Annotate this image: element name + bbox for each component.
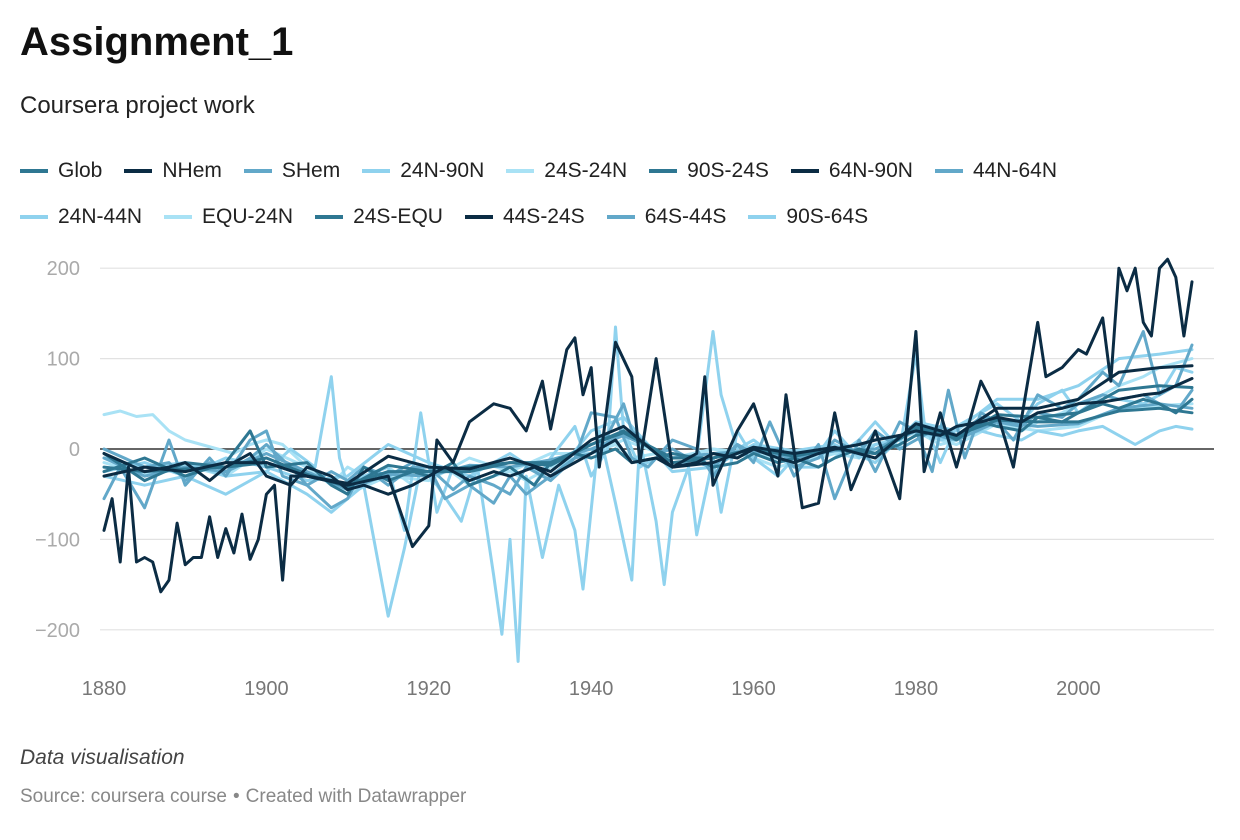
legend-item-glob: Glob xyxy=(20,159,102,183)
legend-label: EQU-24N xyxy=(202,205,294,228)
legend-label: NHem xyxy=(162,159,222,182)
legend-item-64s-44s: 64S-44S xyxy=(606,205,727,229)
line-chart: 200 100 0 −100 −200 1880 1900 1920 1940 1960 1980… xyxy=(35,257,1214,700)
legend-item-64n-90n: 64N-90N xyxy=(790,159,913,183)
legend-swatch xyxy=(934,169,963,173)
x-tick-label: 1980 xyxy=(894,678,939,700)
y-tick-label: 0 xyxy=(69,439,80,461)
legend-label: 90S-24S xyxy=(687,159,769,182)
page-subtitle: Coursera project work xyxy=(20,92,255,119)
legend-label: 64N-90N xyxy=(828,159,913,182)
legend-swatch xyxy=(362,169,391,173)
x-tick-label: 1920 xyxy=(407,678,452,700)
y-tick-label: 200 xyxy=(47,258,80,280)
legend-label: 90S-64S xyxy=(786,205,869,228)
legend-label: 24S-EQU xyxy=(353,205,443,228)
legend-item-24n-44n: 24N-44N xyxy=(20,205,142,229)
legend-swatch xyxy=(506,169,535,173)
legend-swatch xyxy=(20,169,48,173)
legend-swatch xyxy=(606,215,635,219)
legend-item-shem: SHem xyxy=(243,159,341,183)
x-tick-label: 1960 xyxy=(731,678,776,700)
legend-swatch xyxy=(315,215,344,219)
legend-row: 24N-44N EQU-24N 24S-EQU 44S-24S 64S-44S 90S-6… xyxy=(20,194,1220,240)
legend-item-44s-24s: 44S-24S xyxy=(464,205,585,229)
x-tick-label: 1880 xyxy=(82,678,127,700)
source-text: Source: coursera course xyxy=(20,786,227,807)
legend-swatch xyxy=(20,215,48,219)
legend-item-90s-64s: 90S-64S xyxy=(748,205,868,229)
series-line-nhem xyxy=(102,364,1194,485)
legend-item-44n-64n: 44N-64N xyxy=(934,159,1057,183)
legend-label: 64S-44S xyxy=(644,205,727,228)
y-tick-label: −200 xyxy=(35,620,80,642)
legend-label: Glob xyxy=(58,159,103,182)
legend-label: 44S-24S xyxy=(502,205,585,228)
chart-footer: Source: coursera course • Created with Dat… xyxy=(20,786,466,808)
legend-label: 24S-24N xyxy=(544,159,628,182)
legend-item-equ-24n: EQU-24N xyxy=(164,205,293,229)
legend-label: SHem xyxy=(281,159,341,182)
x-tick-label: 1940 xyxy=(569,678,614,700)
legend-item-24n-90n: 24N-90N xyxy=(362,159,484,183)
series-line-24s-24n xyxy=(102,402,1194,496)
legend-label: 24N-90N xyxy=(400,159,485,182)
legend-item-90s-24s: 90S-24S xyxy=(649,159,769,183)
series-line-64n-90n xyxy=(102,257,1194,594)
y-tick-label: −100 xyxy=(35,529,80,551)
y-tick-label: 100 xyxy=(47,349,80,371)
x-tick-label: 2000 xyxy=(1056,678,1101,700)
y-axis: 200 100 0 −100 −200 xyxy=(35,258,80,642)
legend-label: 44N-64N xyxy=(972,159,1057,182)
x-tick-label: 1900 xyxy=(244,678,289,700)
legend-item-24s-24n: 24S-24N xyxy=(506,159,627,183)
legend-swatch xyxy=(164,215,193,219)
legend-swatch xyxy=(748,215,777,219)
chart-legend: Glob NHem SHem 24N-90N 24S-24N 90S-24S 64N-90N… xyxy=(20,148,1220,240)
credit-text: Created with Datawrapper xyxy=(245,786,467,807)
legend-swatch xyxy=(243,169,272,173)
legend-row: Glob NHem SHem 24N-90N 24S-24N 90S-24S 64N-90N… xyxy=(20,148,1220,194)
series-lines xyxy=(102,257,1194,663)
x-axis: 1880 1900 1920 1940 1960 1980 2000 xyxy=(82,678,1101,700)
legend-swatch xyxy=(790,169,819,173)
series-line-44s-24s xyxy=(102,377,1194,496)
legend-swatch xyxy=(649,169,678,173)
legend-item-nhem: NHem xyxy=(124,159,222,183)
chart-notes: Data visualisation xyxy=(20,746,185,769)
legend-label: 24N-44N xyxy=(58,205,143,228)
legend-swatch xyxy=(464,215,493,219)
legend-swatch xyxy=(124,169,153,173)
footer-separator: • xyxy=(233,786,240,807)
legend-item-24s-equ: 24S-EQU xyxy=(315,205,443,229)
page-title: Assignment_1 xyxy=(20,20,294,64)
